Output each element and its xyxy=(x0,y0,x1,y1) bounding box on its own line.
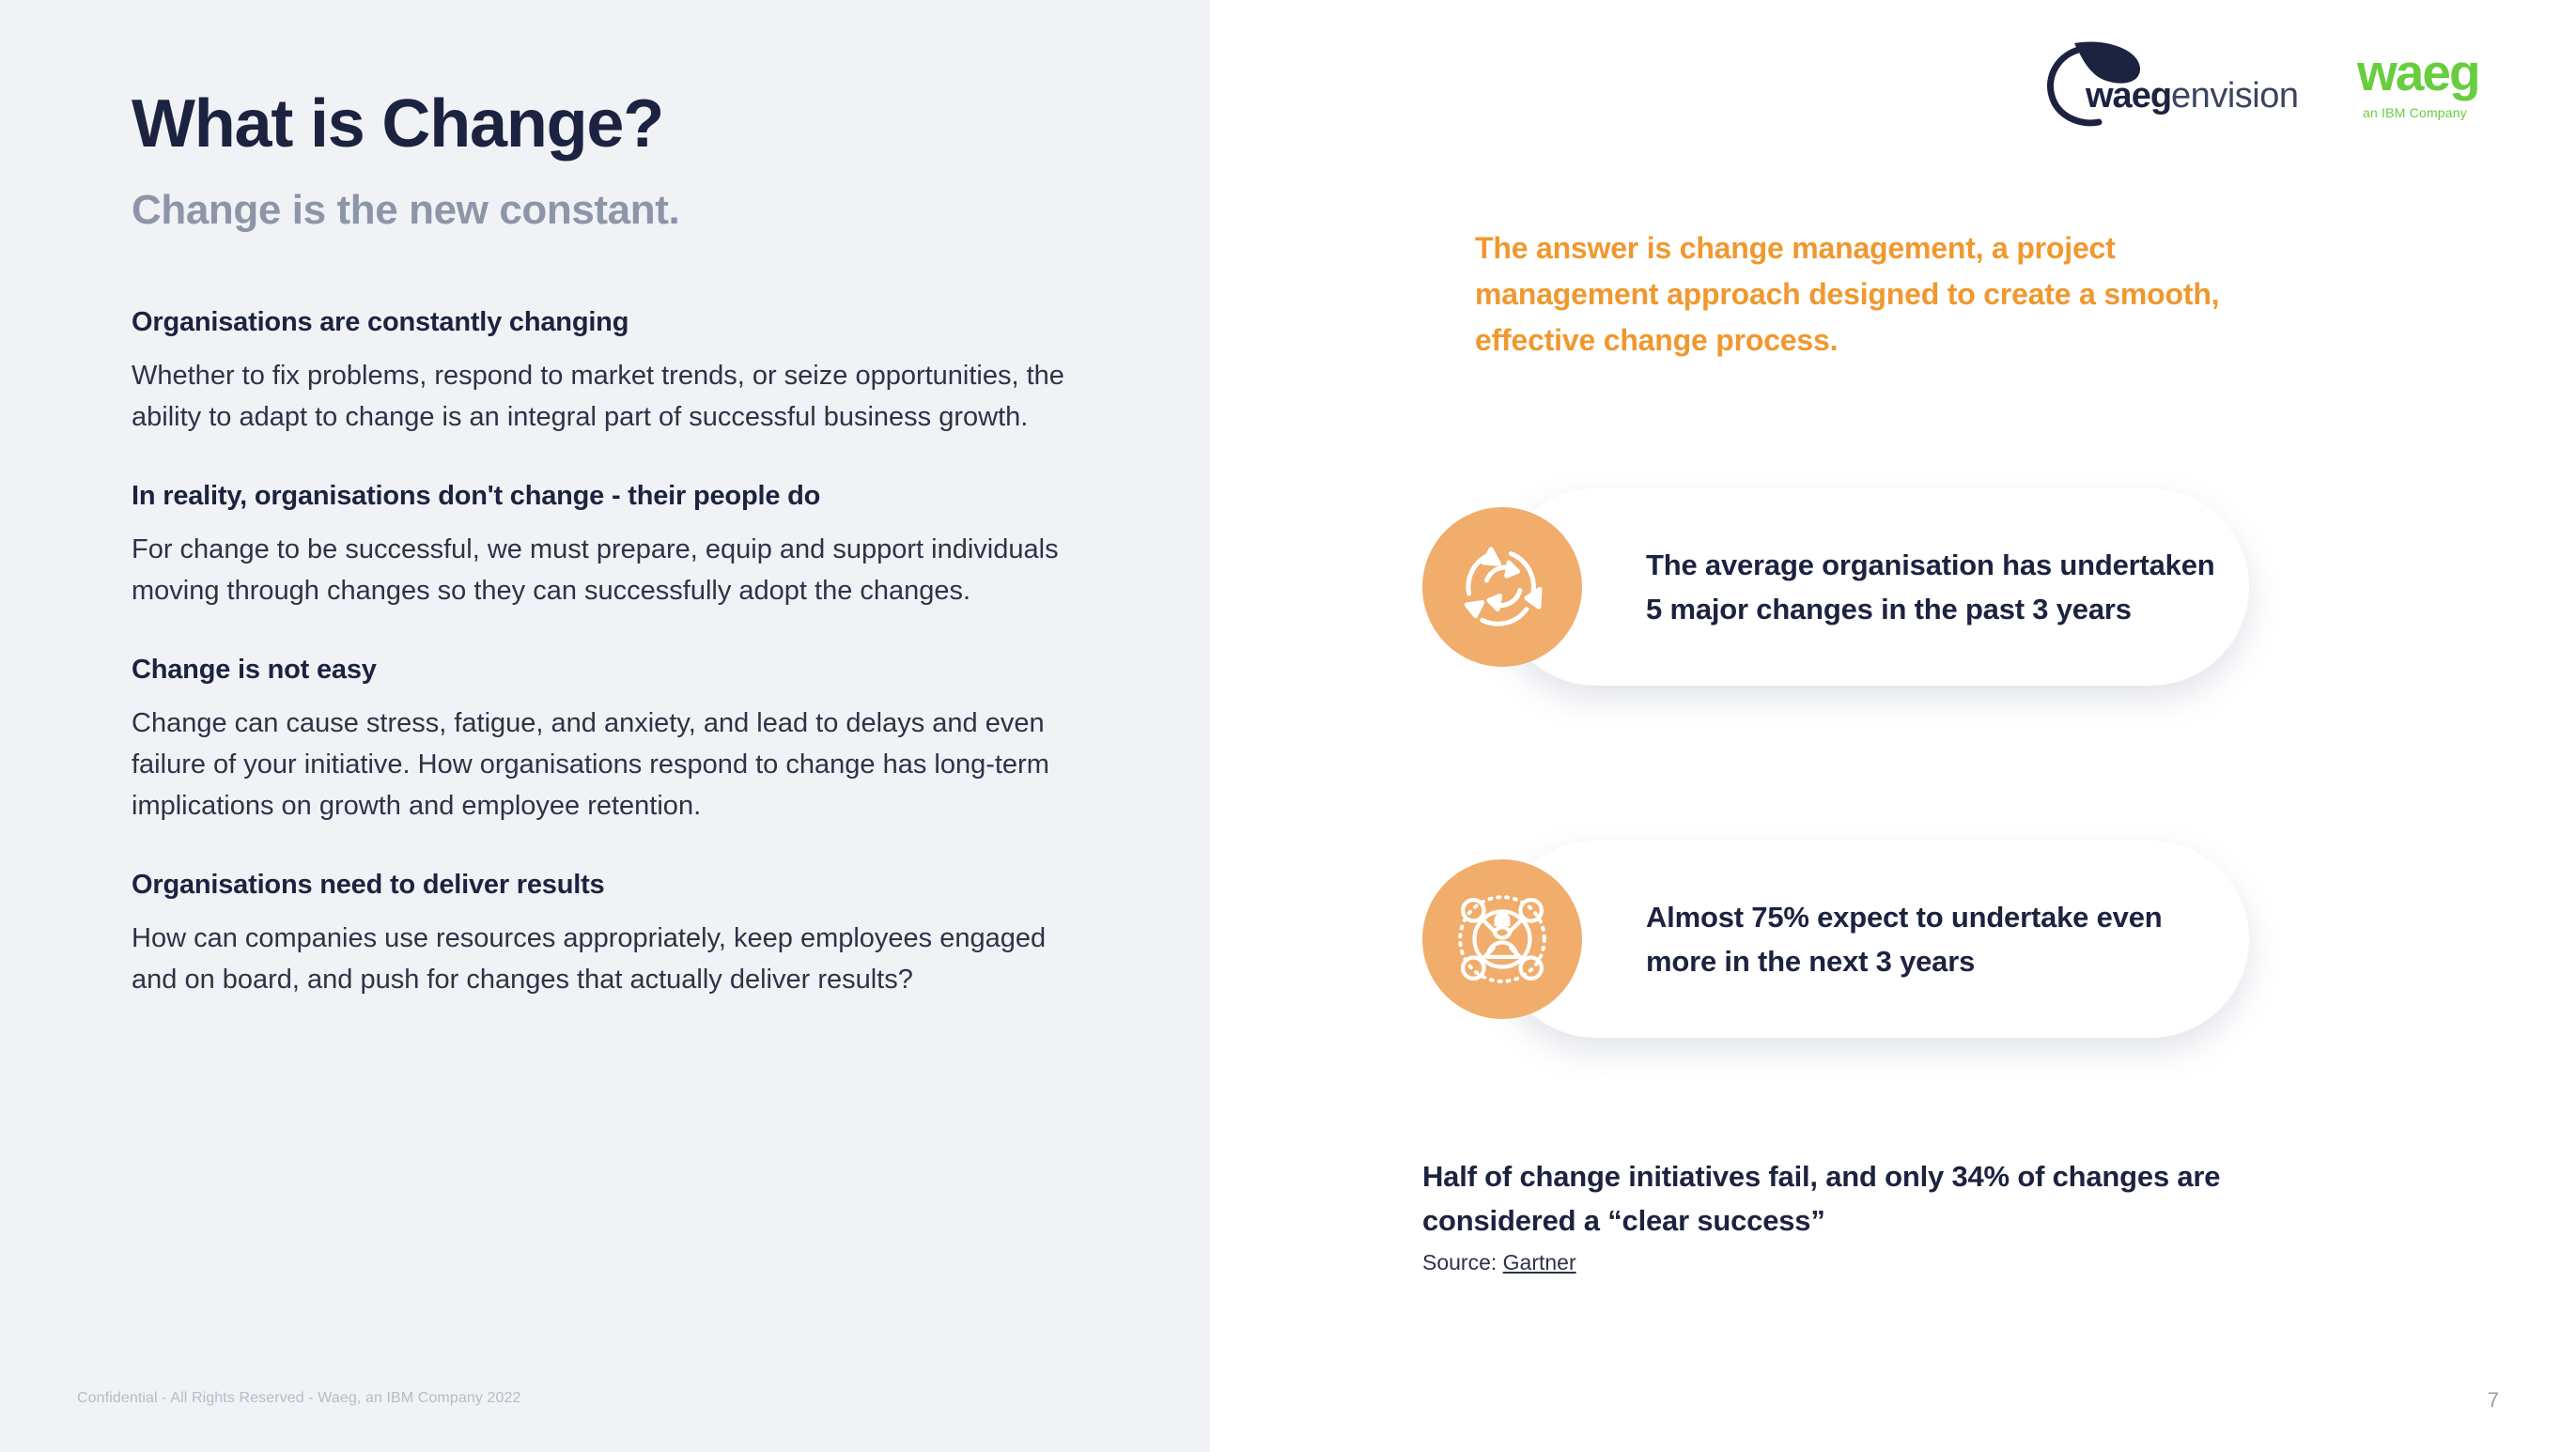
stat-card: Almost 75% expect to undertake even more… xyxy=(1422,831,2249,1047)
section-body: For change to be successful, we must pre… xyxy=(132,533,1059,606)
logo-waeg-text: waeg xyxy=(2086,76,2172,116)
source-line: Source: Gartner xyxy=(1422,1250,2268,1275)
logo-ibm-tagline: an IBM Company xyxy=(2363,105,2467,120)
section-item: In reality, organisations don't change -… xyxy=(132,481,1080,611)
waeg-envision-logo: waegenvision xyxy=(2041,36,2308,130)
section-heading: Organisations are constantly changing xyxy=(132,306,629,337)
section-body: How can companies use resources appropri… xyxy=(132,923,1047,996)
waeg-ibm-logo: waeg an IBM Company xyxy=(2357,39,2531,126)
section-heading: Organisations need to deliver results xyxy=(132,870,605,901)
section-body: Change can cause stress, fatigue, and an… xyxy=(132,707,1049,822)
stat-card: The average organisation has undertaken … xyxy=(1422,479,2249,695)
section-item: Organisations are constantly changing Wh… xyxy=(132,307,1080,438)
section-heading: Change is not easy xyxy=(132,654,377,685)
section-heading: In reality, organisations don't change -… xyxy=(132,480,821,511)
logo-row: waegenvision waeg an IBM Company xyxy=(2041,36,2531,130)
cycle-arrows-icon xyxy=(1422,507,1582,667)
confidentiality-footer: Confidential - All Rights Reserved - Wae… xyxy=(77,1390,521,1406)
section-item: Change is not easy Change can cause stre… xyxy=(132,655,1080,826)
page-number: 7 xyxy=(2487,1388,2499,1412)
bottom-statement: Half of change initiatives fail, and onl… xyxy=(1422,1160,2221,1237)
section-item: Organisations need to deliver results Ho… xyxy=(132,870,1080,1000)
people-network-icon xyxy=(1422,859,1582,1019)
page-subtitle: Change is the new constant. xyxy=(132,186,680,233)
intro-statement: The answer is change management, a proje… xyxy=(1475,231,2220,357)
logo-waeg-green-text: waeg xyxy=(2357,43,2481,101)
section-body: Whether to fix problems, respond to mark… xyxy=(132,360,1064,432)
stat-card-text: Almost 75% expect to undertake even more… xyxy=(1646,900,2163,978)
logo-envision-text: envision xyxy=(2171,76,2299,116)
stat-card-text: The average organisation has undertaken … xyxy=(1646,548,2215,626)
left-panel: What is Change? Change is the new consta… xyxy=(0,0,1210,1452)
swirl-icon xyxy=(2047,41,2141,127)
right-panel: waegenvision waeg an IBM Company The ans… xyxy=(1210,0,2576,1452)
stat-card-background xyxy=(1497,488,2249,686)
stat-card-background xyxy=(1497,841,2249,1038)
waeg-envision-wordmark: waegenvision xyxy=(2086,76,2299,116)
page-title: What is Change? xyxy=(132,86,664,162)
bottom-statement-block: Half of change initiatives fail, and onl… xyxy=(1422,1155,2268,1275)
sections-list: Organisations are constantly changing Wh… xyxy=(132,307,1080,1001)
source-label: Source: xyxy=(1422,1250,1503,1274)
source-link[interactable]: Gartner xyxy=(1502,1250,1576,1274)
